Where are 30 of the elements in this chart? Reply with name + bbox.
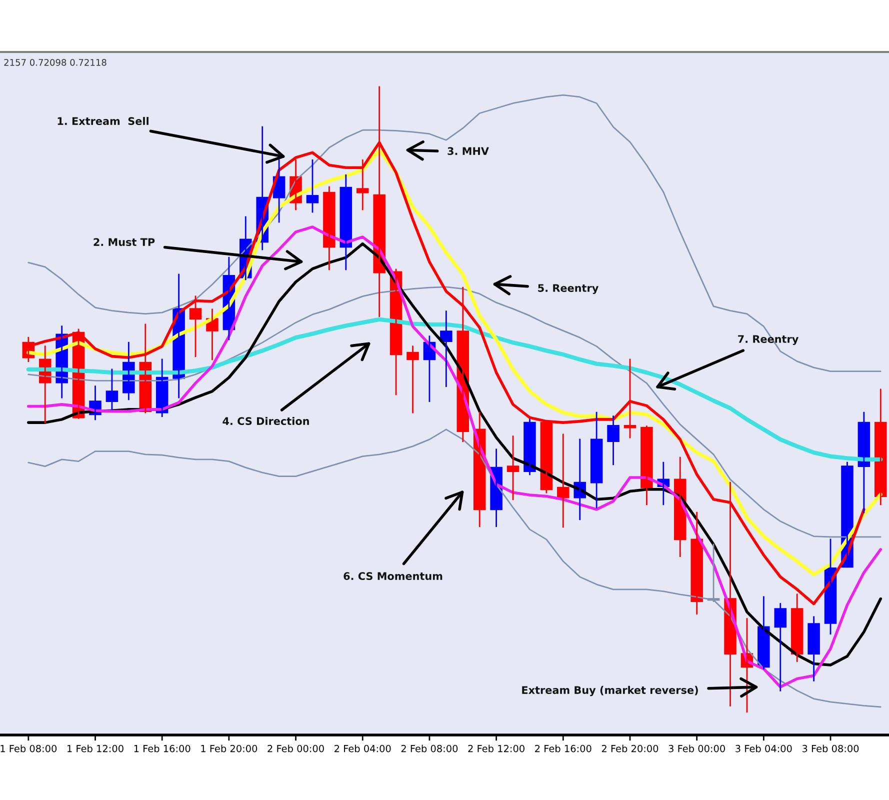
annotation: Extream Buy (market reverse) (522, 686, 698, 696)
candlestick (506, 436, 520, 500)
candlestick (189, 296, 202, 358)
annotation: 1. Extream Sell (58, 116, 148, 126)
candlestick (356, 159, 369, 210)
candlestick (624, 358, 636, 438)
x-tick-label: 2 Feb 20:00 (602, 744, 658, 752)
x-tick-label: 1 Feb 16:00 (134, 744, 190, 752)
candlestick (106, 368, 118, 410)
x-tick-label: 3 Feb 04:00 (736, 744, 792, 752)
x-tick-label: 2 Feb 16:00 (535, 744, 592, 752)
text: 2157 0.72098 0.72118 (4, 58, 106, 66)
x-tick-label: 1 Feb 20:00 (201, 744, 258, 752)
annotation: 4. CS Direction (222, 416, 309, 426)
annotation: 6. CS Momentum (344, 572, 442, 580)
annotation: 2. Must TP (94, 238, 155, 246)
x-tick-label: 3 Feb 08:00 (802, 744, 859, 752)
annotation: 3. MHV (448, 147, 489, 156)
x-tick-label: 2 Feb 08:00 (401, 744, 458, 752)
x-tick-label: 1 Feb 08:00 (0, 744, 57, 752)
candlestick (808, 616, 820, 682)
candlestick (607, 416, 620, 466)
candlestick (306, 159, 319, 213)
x-tick-label: 3 Feb 00:00 (668, 744, 725, 752)
x-tick-label: 2 Feb 04:00 (334, 744, 391, 752)
annotation: 7. Reentry (738, 335, 798, 346)
x-tick-label: 1 Feb 12:00 (68, 744, 124, 752)
x-tick-label: 2 Feb 00:00 (268, 744, 324, 752)
annotation: 5. Reentry (538, 284, 598, 294)
x-tick-label: 2 Feb 12:00 (468, 744, 524, 752)
